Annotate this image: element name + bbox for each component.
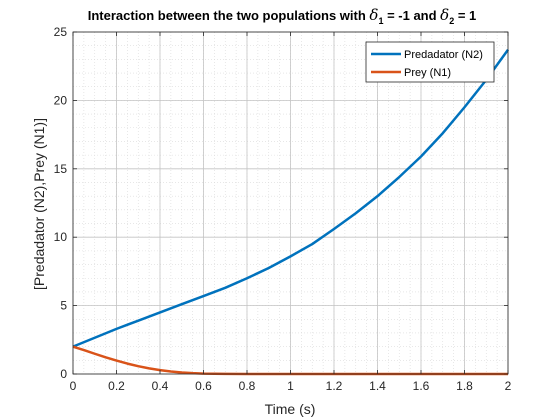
x-tick-label: 2 bbox=[505, 379, 512, 393]
x-tick-label: 1 bbox=[287, 379, 294, 393]
series-line-predator bbox=[72, 49, 510, 348]
y-tick-label: 10 bbox=[54, 230, 68, 244]
y-tick-label: 15 bbox=[54, 162, 68, 176]
y-axis-label: [Predadator (N2),Prey (N1)] bbox=[31, 118, 47, 290]
x-axis-label: Time (s) bbox=[265, 401, 316, 417]
x-tick-label: 1.4 bbox=[369, 379, 386, 393]
x-tick-label: 0.6 bbox=[195, 379, 212, 393]
legend: Predadator (N2) Prey (N1) bbox=[365, 41, 495, 83]
x-tick-label: 1.6 bbox=[413, 379, 430, 393]
chart-title: Interaction between the two populations … bbox=[88, 6, 477, 26]
legend-label-predator: Predadator (N2) bbox=[404, 49, 483, 61]
y-tick-label: 5 bbox=[60, 299, 67, 313]
legend-box bbox=[365, 41, 495, 83]
x-tick-label: 1.2 bbox=[326, 379, 343, 393]
y-tick-label: 20 bbox=[54, 93, 68, 107]
y-tick-label: 25 bbox=[54, 25, 68, 39]
legend-label-prey: Prey (N1) bbox=[404, 67, 451, 79]
x-tick-label: 0 bbox=[70, 379, 77, 393]
x-tick-label: 0.2 bbox=[108, 379, 125, 393]
x-axis: 0 0.2 0.4 0.6 0.8 1 1.2 1.4 1.6 1.8 2 bbox=[70, 32, 512, 393]
x-tick-label: 0.4 bbox=[152, 379, 169, 393]
y-tick-label: 0 bbox=[60, 367, 67, 381]
y-axis: 0 5 10 15 20 25 bbox=[54, 25, 508, 381]
x-tick-label: 1.8 bbox=[456, 379, 473, 393]
x-tick-label: 0.8 bbox=[239, 379, 256, 393]
